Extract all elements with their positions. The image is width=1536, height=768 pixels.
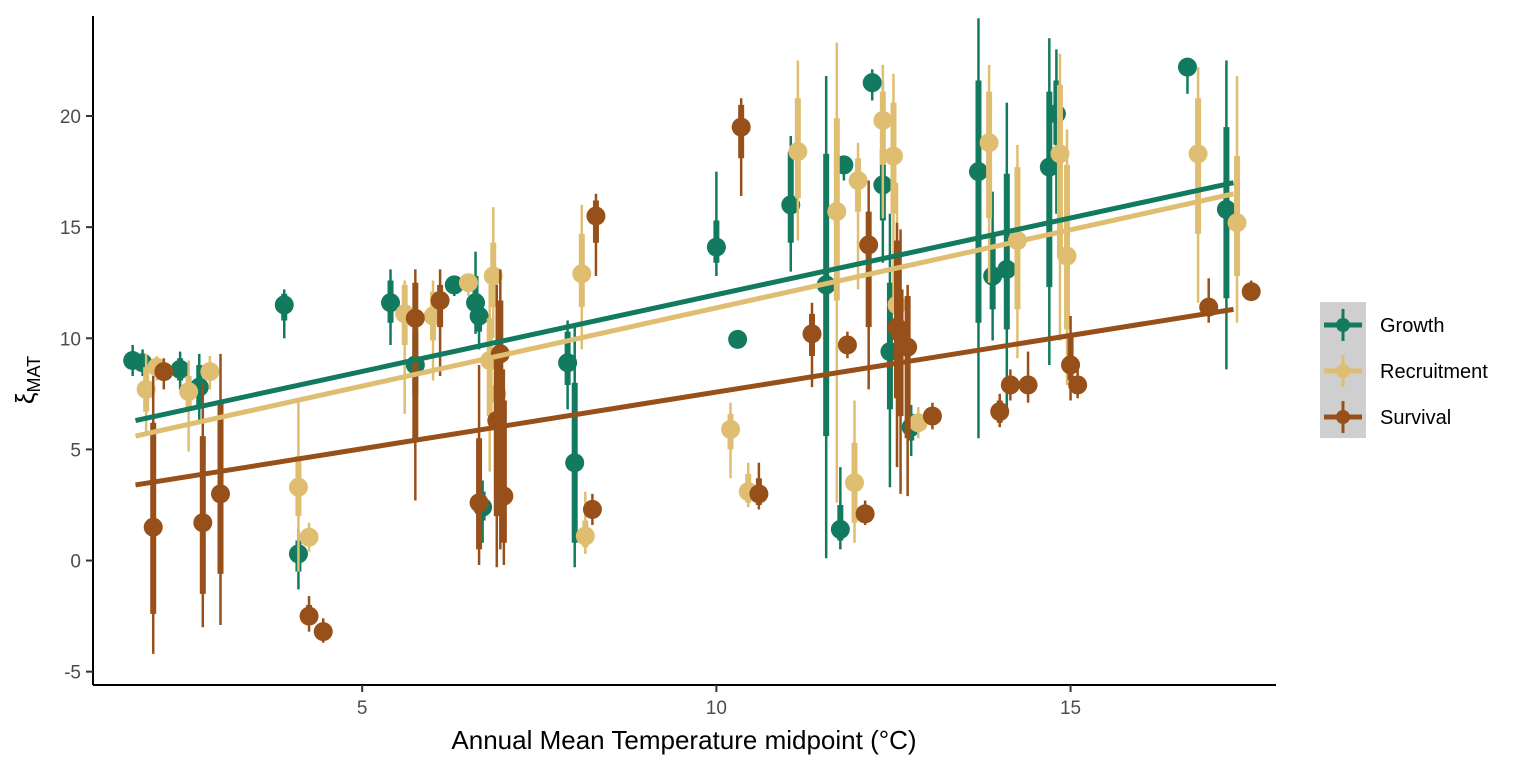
- x-tick-label: 15: [1060, 698, 1081, 719]
- legend-item-recruitment: Recruitment: [1324, 355, 1488, 387]
- survival-point: [143, 517, 163, 537]
- y-tick-label: 5: [70, 440, 81, 461]
- recruitment-point: [1227, 213, 1247, 233]
- x-axis-title: Annual Mean Temperature midpoint (°C): [451, 725, 916, 755]
- y-axis-title-subscript: MAT: [24, 356, 44, 393]
- growth-fit-line: [134, 180, 1235, 423]
- survival-point: [855, 504, 875, 524]
- legend-item-survival: Survival: [1324, 401, 1451, 433]
- recruitment-point: [1050, 144, 1070, 164]
- survival-point: [802, 324, 822, 344]
- recruitment-point: [788, 142, 808, 162]
- recruitment-point: [572, 264, 592, 284]
- legend-key-point: [1336, 410, 1350, 424]
- legend-label: Survival: [1380, 407, 1451, 429]
- recruitment-point: [1188, 144, 1208, 164]
- survival-point: [731, 117, 751, 137]
- survival-series: [143, 98, 1261, 654]
- recruitment-point: [483, 266, 503, 286]
- growth-point: [558, 353, 578, 373]
- survival-point: [990, 402, 1010, 422]
- survival-point: [494, 486, 514, 506]
- recruitment-point: [883, 146, 903, 166]
- recruitment-point: [908, 413, 928, 433]
- growth-point: [1216, 199, 1236, 219]
- y-axis-title: ξMAT: [10, 356, 44, 404]
- survival-fit-line: [135, 306, 1234, 488]
- survival-point: [837, 335, 857, 355]
- growth-point: [1046, 104, 1066, 124]
- survival-point: [430, 290, 450, 310]
- recruitment-point: [979, 133, 999, 153]
- y-tick-label: -5: [64, 663, 81, 684]
- survival-point: [1000, 375, 1020, 395]
- legend-key-point: [1336, 364, 1350, 378]
- growth-point: [565, 453, 585, 473]
- survival-point: [211, 484, 231, 504]
- y-tick-label: 20: [60, 107, 81, 128]
- recruitment-point: [136, 379, 156, 399]
- recruitment-point: [873, 110, 893, 130]
- y-tick-label: 0: [70, 552, 81, 573]
- legend-key-point: [1336, 318, 1350, 332]
- survival-point: [313, 622, 333, 642]
- x-tick-label: 5: [357, 698, 368, 719]
- legend-label: Recruitment: [1380, 361, 1488, 383]
- x-tick-label: 10: [706, 698, 727, 719]
- growth-point: [1177, 57, 1197, 77]
- survival-point: [1061, 355, 1081, 375]
- legend-label: Growth: [1380, 315, 1444, 337]
- survival-point: [154, 362, 174, 382]
- survival-point: [299, 606, 319, 626]
- survival-point: [1241, 282, 1261, 302]
- recruitment-point: [200, 362, 220, 382]
- recruitment-point: [845, 473, 865, 493]
- growth-point: [1039, 157, 1059, 177]
- survival-point: [586, 206, 606, 226]
- recruitment-point: [288, 477, 308, 497]
- growth-point: [444, 275, 464, 295]
- growth-point: [381, 293, 401, 313]
- growth-point: [469, 306, 489, 326]
- plot-area: [123, 18, 1261, 654]
- growth-point: [862, 73, 882, 93]
- recruitment-point: [721, 419, 741, 439]
- survival-point: [193, 513, 213, 533]
- growth-point: [170, 359, 190, 379]
- legend: Growth Recruitment Survival: [1320, 302, 1488, 438]
- survival-point: [859, 235, 879, 255]
- survival-point: [405, 308, 425, 328]
- survival-point: [1068, 375, 1088, 395]
- y-axis-title-main: ξ: [10, 392, 40, 404]
- legend-item-growth: Growth: [1324, 309, 1444, 341]
- survival-point: [582, 499, 602, 519]
- recruitment-point: [848, 170, 868, 190]
- survival-point: [749, 484, 769, 504]
- recruitment-point: [575, 526, 595, 546]
- y-tick-label: 15: [60, 218, 81, 239]
- recruitment-point: [827, 202, 847, 222]
- recruitment-point: [1057, 246, 1077, 266]
- axis-ticks: 5 10 15 -5 0 5 10 15 20: [60, 107, 1081, 719]
- growth-point: [968, 162, 988, 182]
- recruitment-point: [179, 382, 199, 402]
- growth-point: [274, 295, 294, 315]
- survival-point: [469, 493, 489, 513]
- y-tick-label: 10: [60, 329, 81, 350]
- survival-point: [922, 406, 942, 426]
- growth-point: [706, 237, 726, 257]
- recruitment-fit-line: [134, 191, 1235, 439]
- growth-point: [997, 259, 1017, 279]
- growth-point: [781, 195, 801, 215]
- survival-point: [1018, 375, 1038, 395]
- growth-point: [728, 329, 748, 349]
- recruitment-point: [458, 273, 478, 293]
- survival-point: [898, 337, 918, 357]
- recruitment-point: [299, 527, 319, 547]
- growth-point: [830, 519, 850, 539]
